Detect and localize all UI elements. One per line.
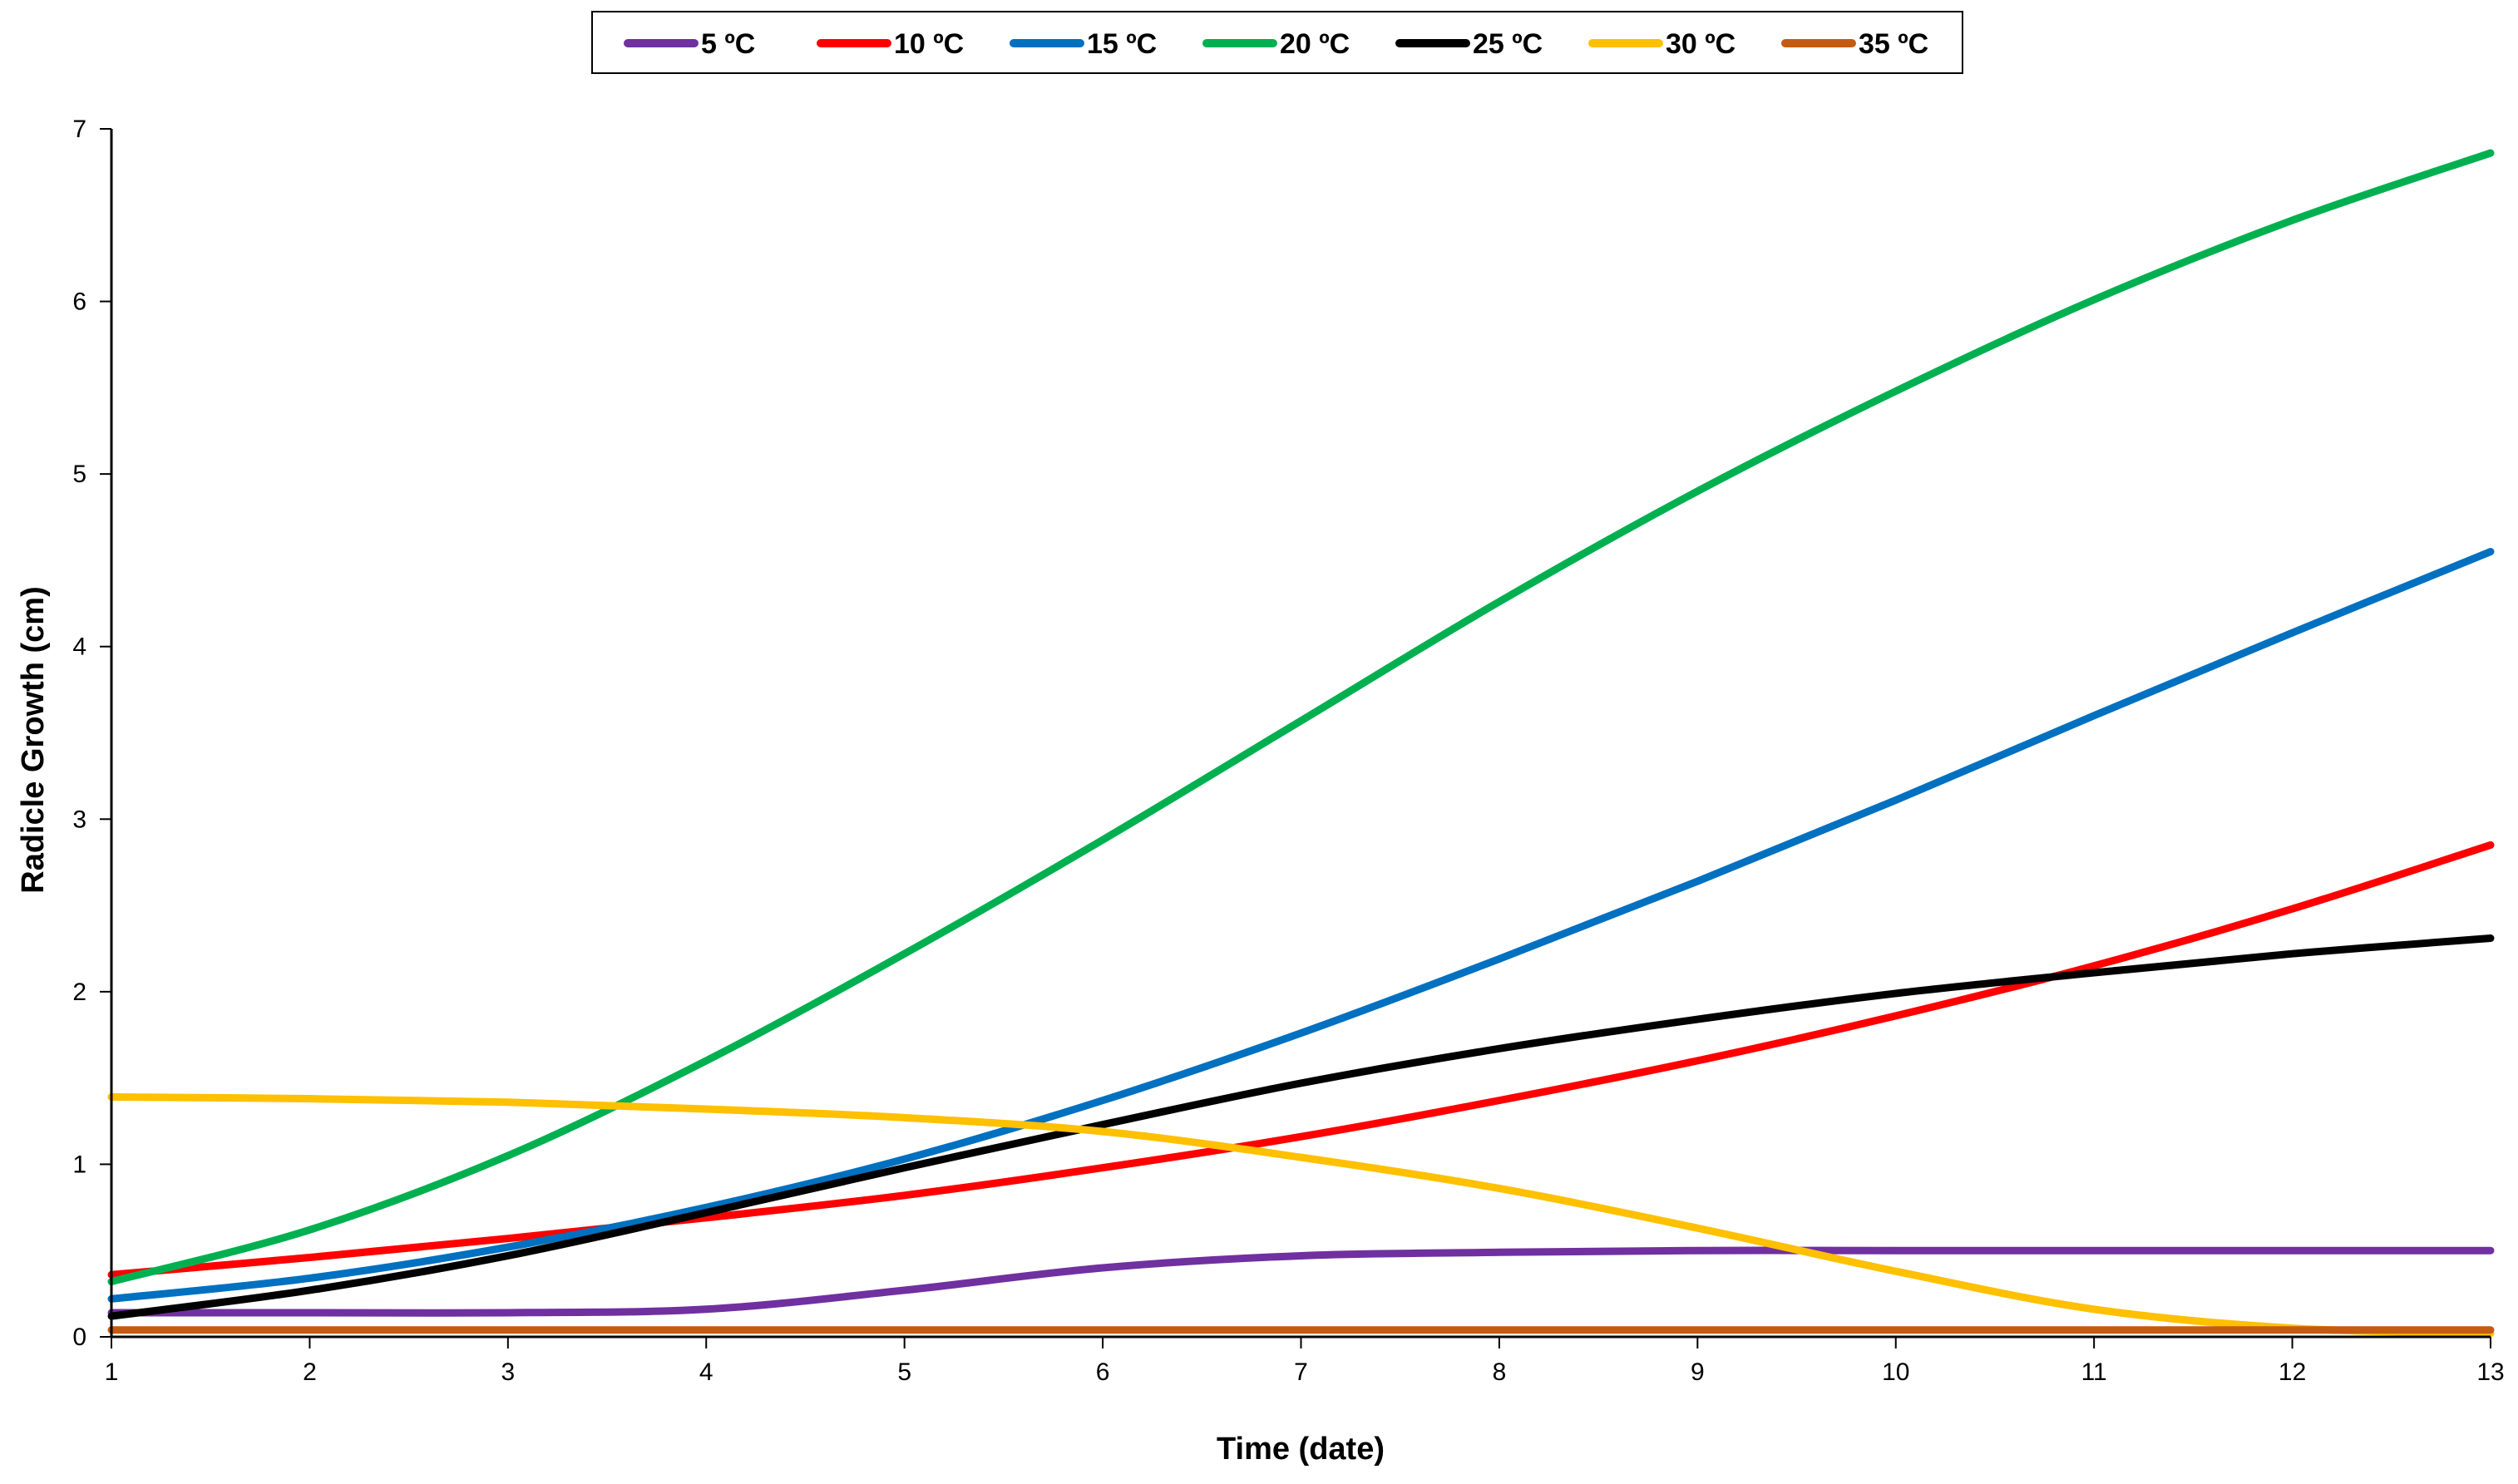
y-tick-label: 6	[72, 288, 86, 316]
series-line-6	[107, 1092, 2495, 1338]
x-tick-label: 6	[1096, 1358, 1110, 1386]
x-tick-label: 7	[1294, 1358, 1308, 1386]
series-line-2	[107, 841, 2495, 1279]
y-tick-label: 1	[72, 1151, 86, 1178]
y-axis-ticks: 0 1 2 3 4 5 6 7	[72, 116, 111, 1351]
series-line-5	[107, 934, 2495, 1320]
y-tick-label: 4	[72, 634, 86, 661]
y-tick-label: 5	[72, 461, 86, 488]
legend: 5 ºC 10 ºC 15 ºC 20 ºC 25 ºC 30 ºC 35 ºC	[591, 11, 1963, 74]
series-line-3	[107, 548, 2495, 1303]
legend-label: 10 ºC	[894, 28, 964, 60]
x-tick-label: 12	[2279, 1358, 2306, 1386]
legend-label: 15 ºC	[1087, 28, 1157, 60]
x-tick-label: 5	[897, 1358, 911, 1386]
x-tick-label: 9	[1691, 1358, 1705, 1386]
legend-label: 5 ºC	[701, 28, 755, 60]
legend-box	[591, 11, 1963, 74]
series-line-4	[107, 149, 2495, 1286]
legend-label: 25 ºC	[1473, 28, 1543, 60]
x-tick-label: 11	[2081, 1358, 2107, 1386]
series-lines	[107, 149, 2495, 1338]
x-axis-title: Time (date)	[1217, 1432, 1385, 1467]
legend-label: 30 ºC	[1666, 28, 1735, 60]
y-axis-title: Radicle Growth (cm)	[16, 586, 51, 894]
y-tick-label: 0	[72, 1324, 86, 1351]
y-tick-label: 7	[72, 116, 86, 143]
x-tick-label: 10	[1882, 1358, 1909, 1386]
x-tick-label: 2	[303, 1358, 317, 1386]
x-tick-label: 1	[105, 1358, 119, 1386]
x-axis-ticks: 1 2 3 4 5 6 7 8 9 10 11 12 13	[105, 1337, 2505, 1386]
legend-label: 35 ºC	[1859, 28, 1928, 60]
y-tick-label: 2	[72, 979, 86, 1006]
x-tick-label: 4	[699, 1358, 713, 1386]
series-line-1	[107, 1246, 2495, 1317]
legend-label: 20 ºC	[1280, 28, 1350, 60]
x-tick-label: 13	[2476, 1358, 2504, 1386]
x-tick-label: 3	[501, 1358, 515, 1386]
y-tick-label: 3	[72, 806, 86, 833]
x-tick-label: 8	[1493, 1358, 1507, 1386]
